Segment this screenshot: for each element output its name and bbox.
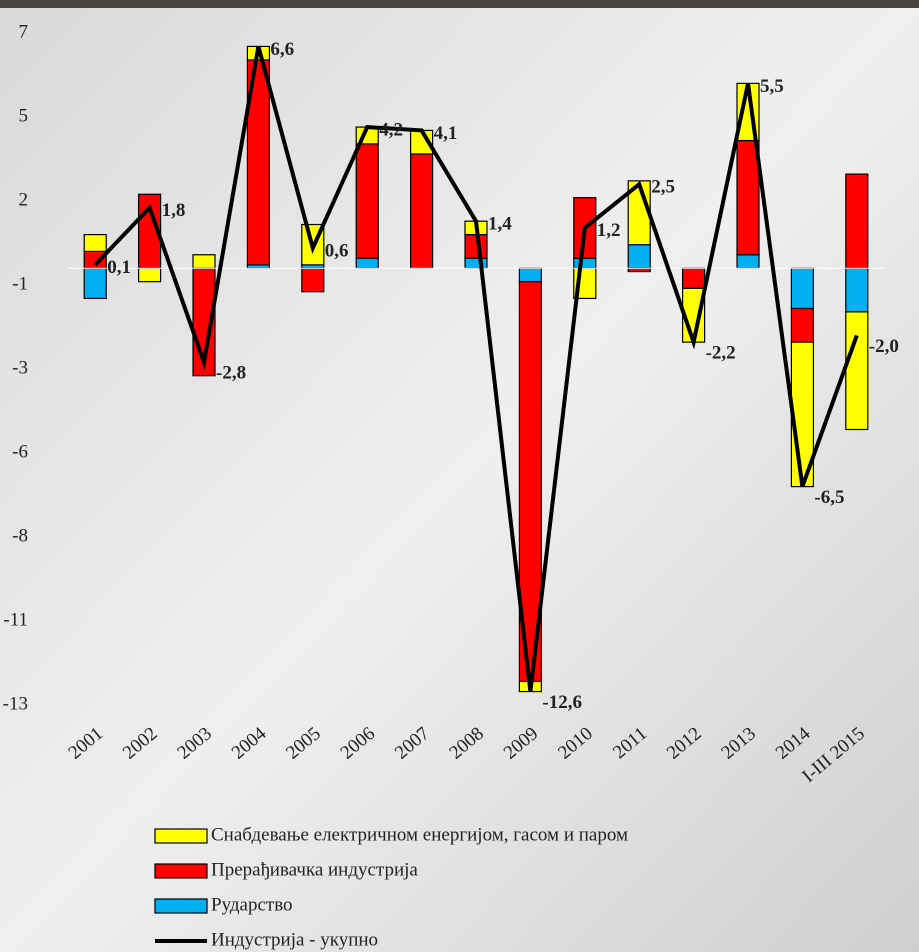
bar-segment bbox=[681, 267, 706, 289]
y-tick-label: 5 bbox=[19, 105, 29, 126]
bar-segment bbox=[845, 173, 869, 269]
y-tick-label: -1 bbox=[12, 273, 28, 294]
y-tick-label: -8 bbox=[12, 525, 28, 546]
bar-segment bbox=[736, 139, 760, 256]
total-line bbox=[93, 45, 859, 692]
data-label: -2,8 bbox=[216, 363, 246, 384]
bar-segment bbox=[573, 257, 597, 269]
bar-segment bbox=[355, 257, 379, 269]
bar-segment bbox=[138, 267, 162, 283]
bar-segment bbox=[627, 267, 651, 273]
data-label: 0,1 bbox=[107, 257, 131, 278]
bar-segment bbox=[627, 244, 651, 269]
legend-label: Индустрија - укупно bbox=[211, 929, 378, 950]
data-label: 6,6 bbox=[270, 39, 294, 60]
legend-label: Рударство bbox=[211, 894, 293, 915]
legend-label: Снабдевање електричном енергијом, гасом … bbox=[211, 824, 628, 845]
bar-segment bbox=[301, 267, 325, 293]
legend-swatch bbox=[154, 863, 208, 879]
bar-segment bbox=[464, 257, 488, 269]
bar-segment bbox=[410, 153, 434, 269]
data-label: 4,2 bbox=[379, 119, 403, 140]
legend-swatch bbox=[154, 828, 208, 844]
data-label: 2,5 bbox=[651, 177, 675, 198]
y-tick-label: 7 bbox=[19, 21, 29, 42]
data-label: 4,1 bbox=[434, 123, 458, 144]
bar-segment bbox=[355, 143, 379, 259]
data-label: 5,5 bbox=[760, 76, 784, 97]
data-label: -6,5 bbox=[814, 487, 844, 508]
data-label: -2,0 bbox=[869, 336, 899, 357]
data-label: -12,6 bbox=[542, 692, 582, 713]
bar-segment bbox=[790, 267, 815, 310]
y-tick-label: -6 bbox=[12, 441, 28, 462]
y-tick-label: -3 bbox=[12, 357, 28, 378]
data-label: 0,6 bbox=[325, 240, 349, 261]
bar-segment bbox=[790, 307, 815, 343]
bar-segment bbox=[83, 267, 107, 300]
bar-segment bbox=[845, 267, 869, 313]
legend-swatch bbox=[154, 898, 208, 914]
y-tick-label: 2 bbox=[19, 189, 29, 210]
data-label: 1,4 bbox=[488, 214, 512, 235]
legend-label: Прерађивачка индустрија bbox=[211, 859, 418, 880]
bar-segment bbox=[845, 311, 869, 431]
bar-segment bbox=[192, 254, 216, 269]
bar-segment bbox=[83, 234, 107, 253]
data-label: -2,2 bbox=[706, 342, 736, 363]
data-label: 1,8 bbox=[162, 200, 186, 221]
bar-segment bbox=[736, 254, 760, 269]
top-bar bbox=[0, 0, 919, 8]
y-tick-label: -11 bbox=[3, 609, 28, 630]
y-tick-label: -13 bbox=[3, 693, 28, 714]
data-label: 1,2 bbox=[597, 220, 621, 241]
bar-segment bbox=[518, 267, 543, 283]
